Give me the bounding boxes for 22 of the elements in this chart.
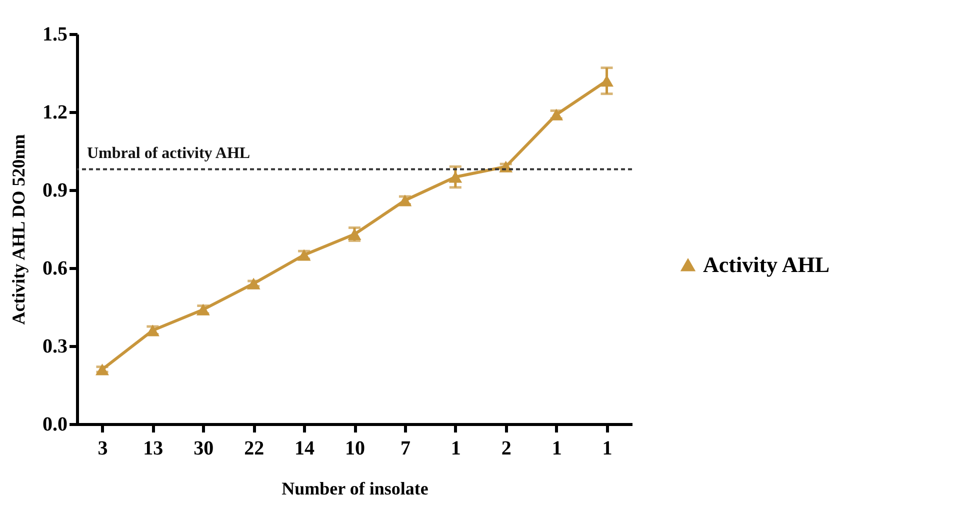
x-tick-label: 3 [98, 438, 108, 460]
x-tick-label: 10 [345, 438, 365, 460]
x-tick-label: 1 [450, 438, 461, 460]
x-tick-label: 30 [194, 438, 214, 460]
x-tick-label: 22 [244, 438, 264, 460]
y-tick-label: 0.6 [42, 258, 68, 280]
ref-line-label: Umbral of activity AHL [87, 145, 250, 162]
legend-label: Activity AHL [703, 252, 830, 277]
x-tick-label: 14 [294, 438, 315, 460]
x-tick-label: 1 [552, 438, 562, 460]
x-tick-label: 13 [143, 438, 164, 460]
y-tick-label: 1.5 [42, 24, 68, 46]
x-tick-label: 1 [602, 438, 612, 460]
x-tick-label: 7 [400, 438, 410, 460]
point [448, 171, 462, 183]
y-tick-label: 1.2 [42, 102, 68, 124]
y-tick-label: 0.0 [42, 414, 68, 436]
x-axis-title: Number of insolate [282, 478, 428, 498]
y-tick-label: 0.3 [42, 336, 68, 358]
x-tick-label: 2 [501, 438, 512, 460]
y-tick-label: 0.9 [42, 180, 68, 202]
y-axis-title: Activity AHL DO 520nm [8, 134, 28, 325]
